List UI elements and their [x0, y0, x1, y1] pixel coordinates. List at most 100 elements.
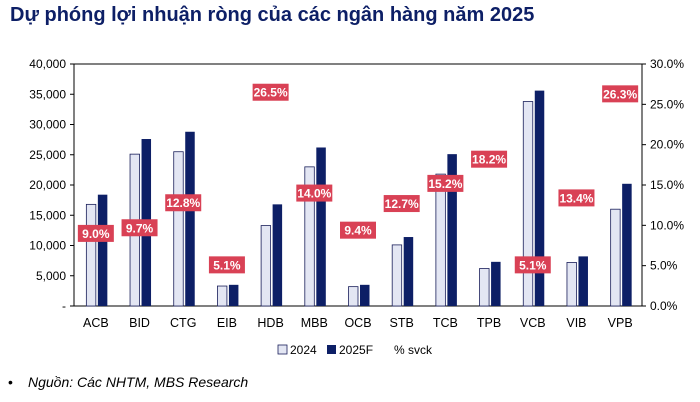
bar-2024-TPB [479, 268, 490, 307]
pct-box [165, 194, 202, 212]
category-label-TCB: TCB [433, 316, 458, 330]
pct-box [383, 195, 420, 213]
bar-2024-HDB [260, 225, 272, 307]
pct-box [252, 83, 289, 101]
y-left-tick-label: 5,000 [36, 269, 66, 283]
x-axis-categories: ACB BID CTG EIB HDB MBB OCB STB TCB TPB VCB VIB VPB [83, 316, 633, 330]
bar-2024-VIB [566, 262, 577, 307]
y-right-tick-label: 30.0% [650, 57, 684, 71]
pct-label-VPB: 26.3% [602, 85, 639, 103]
category-label-MBB: MBB [301, 316, 328, 330]
legend-label-svck: % svck [394, 343, 433, 357]
pct-box [208, 256, 245, 274]
bar-2024-ACB [85, 203, 97, 307]
category-label-OCB: OCB [344, 316, 371, 330]
legend-label-2025F: 2025F [339, 343, 373, 357]
bar-2025F-STB [403, 237, 414, 306]
pct-label-BID: 9.7% [121, 219, 158, 237]
pct-text: 9.0% [82, 227, 110, 241]
category-label-HDB: HDB [257, 316, 283, 330]
pct-label-ACB: 9.0% [77, 224, 114, 242]
pct-label-CTG: 12.8% [165, 194, 202, 212]
pct-box [121, 219, 158, 237]
y-left-tick-label: 10,000 [29, 239, 66, 253]
pct-label-STB: 12.7% [383, 195, 420, 213]
bar-2025F-EIB [228, 284, 239, 306]
category-label-TPB: TPB [477, 316, 501, 330]
category-label-STB: STB [390, 316, 414, 330]
bar-2025F-TPB [491, 261, 501, 306]
bar-2025F-ACB [97, 194, 108, 306]
pct-text: 13.4% [559, 191, 593, 205]
pct-text: 18.2% [472, 153, 506, 167]
legend-label-2024: 2024 [290, 343, 317, 357]
pct-label-HDB: 26.5% [252, 83, 289, 101]
category-label-BID: BID [129, 316, 150, 330]
pct-text: 9.4% [344, 224, 372, 238]
y-right-tick-label: 20.0% [650, 138, 684, 152]
bar-2024-EIB [217, 285, 228, 307]
bar-2024-VPB [610, 208, 621, 307]
bar-2024-STB [391, 244, 403, 307]
bar-2024-OCB [348, 286, 359, 307]
category-label-VCB: VCB [520, 316, 546, 330]
pct-label-MBB: 14.0% [296, 184, 333, 202]
bar-2025F-VCB [534, 90, 545, 307]
y-left-tick-label: - [62, 299, 66, 313]
y-left-tick-label: 40,000 [29, 57, 66, 71]
pct-text: 5.1% [213, 258, 241, 272]
legend-swatch-2024 [277, 344, 288, 355]
pct-labels: 9.0% 9.7% 12.8% 5.1% 26.5% 14.0% 9.4% 12.7% 15.2… [77, 83, 639, 274]
bar-2025F-HDB [272, 204, 283, 306]
pct-box [602, 85, 639, 103]
pct-text: 15.2% [428, 177, 462, 191]
pct-label-TCB: 15.2% [427, 174, 464, 192]
y-right-tick-label: 5.0% [650, 259, 678, 273]
pct-box [514, 256, 551, 274]
y-left-tick-label: 15,000 [29, 208, 66, 222]
y-left-tick-label: 30,000 [29, 118, 66, 132]
pct-label-TPB: 18.2% [471, 150, 508, 168]
category-label-EIB: EIB [217, 316, 237, 330]
pct-box [340, 221, 376, 239]
bar-2024-TCB [435, 173, 446, 307]
bar-2025F-VIB [578, 256, 588, 306]
legend: 2024 2025F % svck [277, 343, 433, 357]
y-left-tick-label: 20,000 [29, 178, 66, 192]
y-right-tick-label: 0.0% [650, 299, 678, 313]
pct-box [471, 150, 508, 168]
pct-text: 9.7% [126, 221, 154, 235]
pct-label-OCB: 9.4% [340, 221, 376, 239]
y-right-tick-label: 25.0% [650, 97, 684, 111]
pct-box [558, 189, 595, 207]
pct-label-VIB: 13.4% [558, 189, 595, 207]
y-left-tick-label: 25,000 [29, 148, 66, 162]
y-left-tick-label: 35,000 [29, 87, 66, 101]
pct-box [296, 184, 333, 202]
category-label-ACB: ACB [83, 316, 109, 330]
bar-2025F-CTG [185, 131, 195, 306]
bar-2025F-TCB [447, 154, 457, 306]
pct-box [77, 224, 114, 242]
y-axis-right: 30.0% 25.0% 20.0% 15.0% 10.0% 5.0% 0.0% [642, 57, 684, 313]
pct-text: 12.7% [385, 197, 419, 211]
pct-text: 26.3% [603, 87, 637, 101]
y-axis-left: 40,000 35,000 30,000 25,000 20,000 15,000 10,0… [29, 57, 74, 313]
pct-text: 26.5% [254, 86, 288, 100]
y-right-tick-label: 15.0% [650, 178, 684, 192]
bar-2025F-MBB [316, 147, 326, 306]
bar-2025F-VPB [622, 183, 632, 306]
category-label-VIB: VIB [566, 316, 586, 330]
legend-swatch-2025F [327, 345, 336, 354]
bar-2024-VCB [522, 101, 534, 307]
y-right-tick-label: 10.0% [650, 218, 684, 232]
category-label-CTG: CTG [170, 316, 196, 330]
bar-2024-MBB [304, 166, 315, 307]
chart-title: Dự phóng lợi nhuận ròng của các ngân hàn… [10, 4, 535, 26]
pct-text: 5.1% [519, 258, 547, 272]
pct-label-VCB: 5.1% [514, 256, 551, 274]
bar-2024-CTG [173, 151, 184, 307]
pct-box [427, 174, 464, 192]
source-bullet: • [8, 374, 13, 390]
pct-text: 12.8% [166, 196, 200, 210]
